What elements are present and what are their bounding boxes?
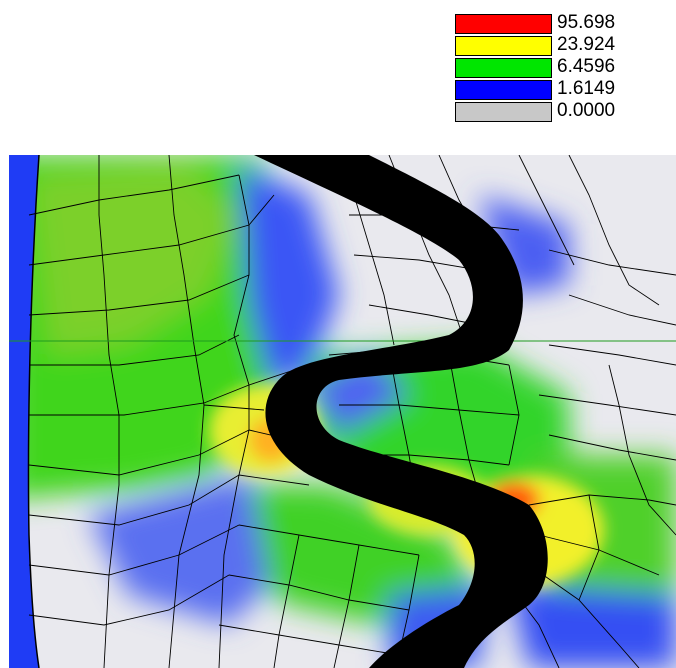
legend-swatch-yellow — [455, 36, 552, 56]
legend-row-1: 95.698 — [455, 12, 665, 34]
legend-row-3: 6.4596 — [455, 56, 665, 78]
legend-swatch-gray — [455, 102, 552, 122]
legend-label: 23.924 — [557, 34, 616, 55]
legend-row-4: 1.6149 — [455, 78, 665, 100]
blue-region-upper — [239, 165, 339, 385]
legend-label: 1.6149 — [557, 78, 616, 99]
legend-swatch-red — [455, 14, 552, 34]
blue-region-lower-left — [89, 475, 269, 625]
legend-row-5: 0.0000 — [455, 100, 665, 122]
contour-legend: 95.698 23.924 6.4596 1.6149 0.0000 — [455, 12, 665, 140]
blue-region-lower-right — [509, 585, 676, 668]
legend-row-2: 23.924 — [455, 34, 665, 56]
shaft-boundary — [27, 155, 40, 668]
legend-swatch-green — [455, 58, 552, 78]
stress-contour-plot — [9, 155, 676, 668]
s-slot — [254, 155, 548, 668]
legend-swatch-blue — [455, 80, 552, 100]
legend-label: 95.698 — [557, 12, 616, 33]
legend-label: 0.0000 — [557, 100, 616, 121]
green-yellow-region — [29, 165, 239, 355]
legend-label: 6.4596 — [557, 56, 616, 77]
